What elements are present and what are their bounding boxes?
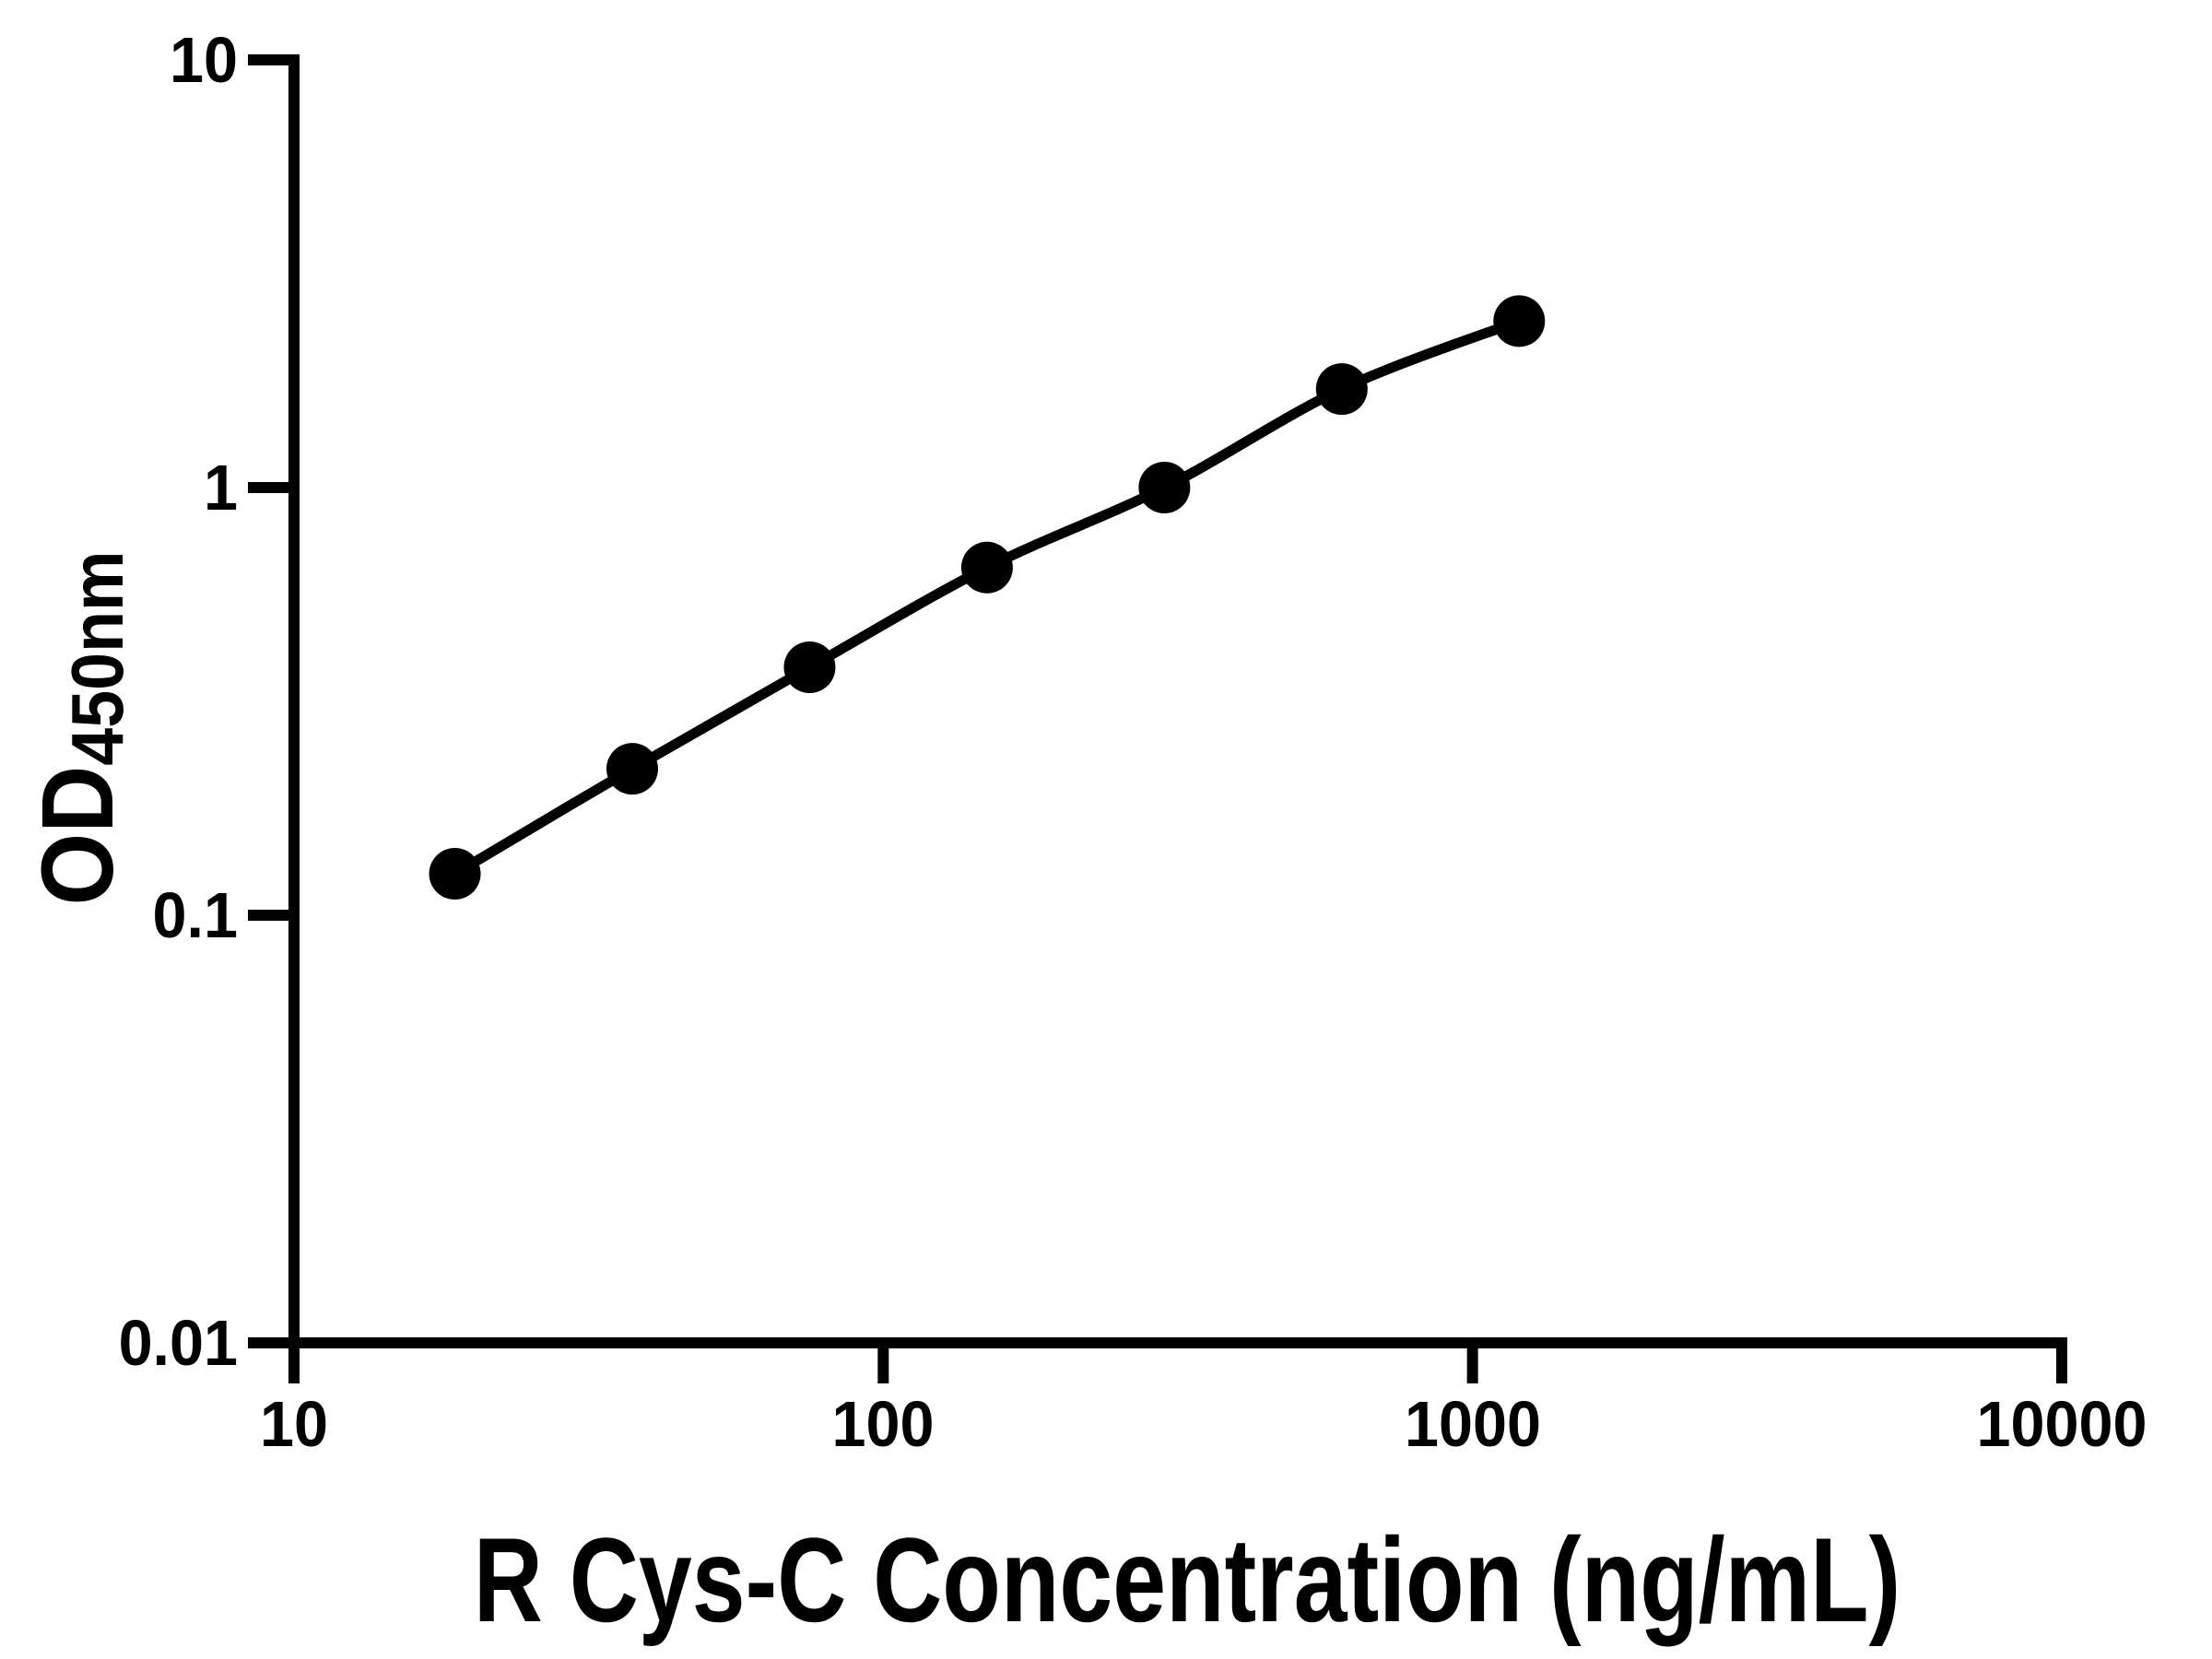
- x-tick-label: 10000: [1976, 1388, 2147, 1460]
- y-tick-label: 0.01: [118, 1307, 238, 1379]
- x-tick-label: 1000: [1404, 1388, 1541, 1460]
- y-axis-title: OD450nm: [21, 550, 138, 905]
- y-tick-label: 10: [170, 24, 238, 96]
- data-point-marker: [606, 743, 658, 795]
- y-tick-label: 0.1: [152, 879, 238, 951]
- data-point-marker: [960, 541, 1013, 594]
- data-point-marker: [1493, 295, 1546, 347]
- data-point-marker: [1315, 363, 1368, 416]
- y-axis-title-main: OD: [21, 765, 135, 906]
- x-tick-label: 100: [831, 1388, 935, 1460]
- y-tick-label: 1: [204, 452, 238, 524]
- data-point-marker: [1138, 462, 1191, 513]
- x-tick-label: 10: [260, 1388, 328, 1460]
- x-axis-title: R Cys-C Concentration (ng/mL): [473, 1512, 1901, 1647]
- data-point-marker: [429, 848, 481, 900]
- data-point-marker: [783, 641, 836, 693]
- y-axis-title-subscript: 450nm: [56, 550, 139, 766]
